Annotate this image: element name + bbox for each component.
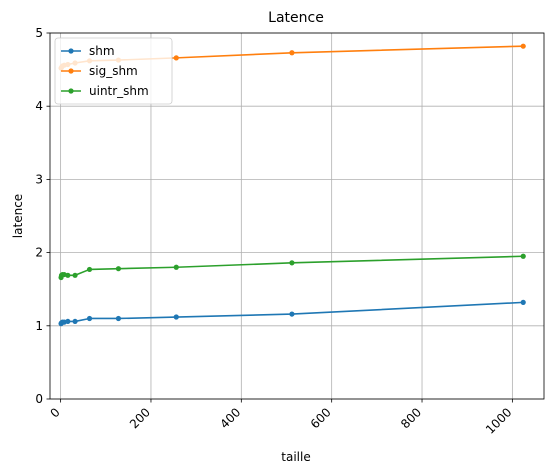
data-point <box>520 253 526 259</box>
series-shm <box>58 299 526 327</box>
data-point <box>65 272 71 278</box>
data-point <box>72 318 78 325</box>
legend-box <box>54 37 173 105</box>
legend-label: uintr_shm <box>89 84 149 98</box>
data-point <box>173 264 179 270</box>
data-point <box>86 266 93 273</box>
legend-item: uintr_shm <box>61 84 149 98</box>
data-point <box>173 55 179 61</box>
y-axis-label: latence <box>11 194 25 238</box>
legend: shm sig_shm uintr_shm <box>54 37 173 105</box>
x-axis-label: taille <box>281 450 310 464</box>
legend-label: sig_shm <box>89 64 138 78</box>
data-point <box>520 299 526 305</box>
data-point <box>520 43 526 49</box>
legend-item: sig_shm <box>61 64 138 78</box>
legend-marker <box>68 48 74 54</box>
data-point <box>115 315 122 322</box>
data-point <box>115 266 122 272</box>
y-tick-label: 3 <box>35 172 43 186</box>
data-point <box>65 318 71 325</box>
data-point <box>289 50 295 56</box>
legend-item: shm <box>61 44 115 58</box>
chart-title: Latence <box>268 10 324 26</box>
legend-label: shm <box>89 44 115 58</box>
y-tick-label: 1 <box>35 319 43 333</box>
y-tick-label: 0 <box>35 392 43 406</box>
series-uintr_shm <box>58 253 526 281</box>
plot-frame <box>49 32 545 400</box>
data-point <box>86 315 93 322</box>
data-point <box>173 314 179 320</box>
legend-marker <box>68 68 74 74</box>
data-point <box>72 272 78 278</box>
grid <box>50 32 544 400</box>
y-tick-label: 2 <box>35 246 43 260</box>
legend-marker <box>68 88 74 94</box>
data-point <box>289 311 295 317</box>
data-point <box>289 260 295 266</box>
y-tick-label: 5 <box>35 26 43 40</box>
y-tick-label: 4 <box>35 99 43 113</box>
